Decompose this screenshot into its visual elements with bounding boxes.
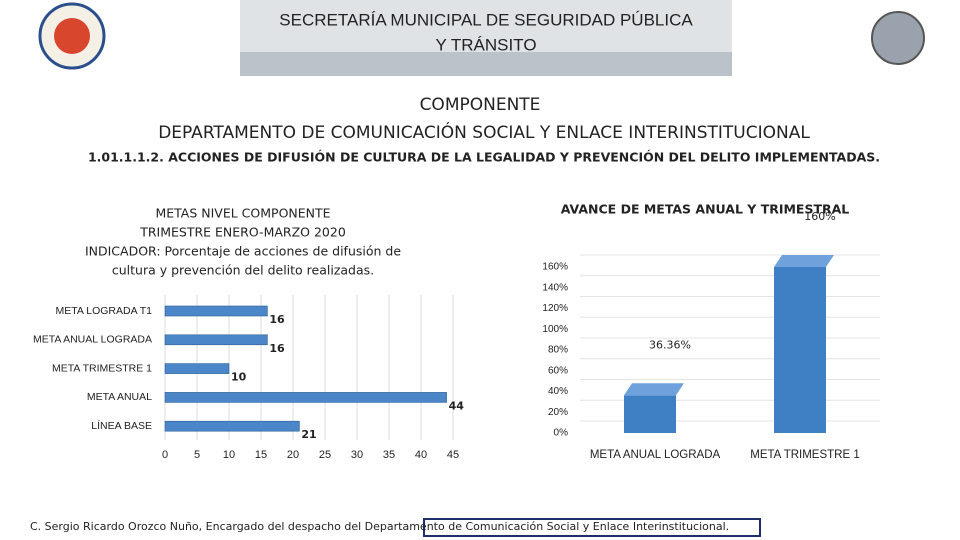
y-tick-label: 80% [548, 345, 568, 356]
y-tick-label: 40% [548, 386, 568, 397]
value-label: 36.36% [649, 338, 691, 351]
x-tick-label: 0 [162, 449, 168, 461]
value-label: 10 [231, 371, 247, 384]
header-shade [240, 52, 732, 76]
x-tick-label: 5 [194, 449, 200, 461]
logo-right [871, 11, 925, 65]
x-tick-label: 20 [287, 449, 299, 461]
value-label: 160% [804, 210, 835, 223]
x-tick-label: 25 [319, 449, 331, 461]
y-tick-label: 120% [542, 303, 568, 314]
x-tick-label: 35 [383, 449, 395, 461]
bar [164, 420, 300, 432]
y-tick-label: META ANUAL [87, 391, 152, 403]
value-label: 44 [449, 399, 465, 412]
x-tick-label: 30 [351, 449, 363, 461]
y-tick-label: META ANUAL LOGRADA [33, 334, 152, 346]
y-tick-label: 140% [542, 282, 568, 293]
heading: COMPONENTE [420, 95, 541, 115]
value-label: 21 [301, 428, 316, 441]
bar [164, 392, 447, 403]
chart-title: AVANCE DE METAS ANUAL Y TRIMESTRAL [561, 202, 850, 217]
x-tick-label: META TRIMESTRE 1 [750, 449, 859, 461]
bar-top [624, 383, 684, 396]
value-label: 16 [269, 342, 285, 355]
bar [164, 334, 268, 346]
y-tick-label: 60% [548, 365, 568, 376]
value-label: 16 [269, 313, 285, 326]
chart-title: METAS NIVEL COMPONENTE [155, 206, 330, 221]
bar [164, 363, 230, 374]
x-tick-label: META ANUAL LOGRADA [590, 449, 721, 461]
footer: C. Sergio Ricardo Orozco Nuño, Encargado… [30, 520, 729, 533]
logo-left-inner [54, 18, 90, 54]
y-tick-label: LÍNEA BASE [91, 419, 152, 432]
chart-title: TRIMESTRE ENERO-MARZO 2020 [139, 225, 346, 240]
x-tick-label: 45 [447, 449, 459, 461]
y-tick-label: META LOGRADA T1 [56, 305, 153, 317]
header-title: SECRETARÍA MUNICIPAL DE SEGURIDAD PÚBLIC… [279, 10, 693, 29]
bar [164, 305, 268, 317]
y-tick-label: 0% [554, 428, 569, 439]
heading: DEPARTAMENTO DE COMUNICACIÓN SOCIAL Y EN… [158, 121, 810, 143]
chart-title: cultura y prevención del delito realizad… [112, 263, 374, 278]
x-tick-label: 40 [415, 449, 427, 461]
y-tick-label: META TRIMESTRE 1 [52, 362, 152, 374]
bar [624, 395, 676, 433]
y-tick-label: 160% [542, 262, 568, 273]
footer-box [423, 518, 761, 537]
chart-title: INDICADOR: Porcentaje de acciones de dif… [85, 244, 401, 259]
y-tick-label: 20% [548, 407, 568, 418]
bar-top [774, 255, 834, 267]
y-tick-label: 100% [542, 324, 568, 335]
bar [774, 267, 826, 433]
header-title: Y TRÁNSITO [435, 35, 536, 54]
x-tick-label: 15 [255, 449, 267, 461]
heading: 1.01.1.1.2. ACCIONES DE DIFUSIÓN DE CULT… [88, 150, 880, 165]
x-tick-label: 10 [223, 449, 235, 461]
